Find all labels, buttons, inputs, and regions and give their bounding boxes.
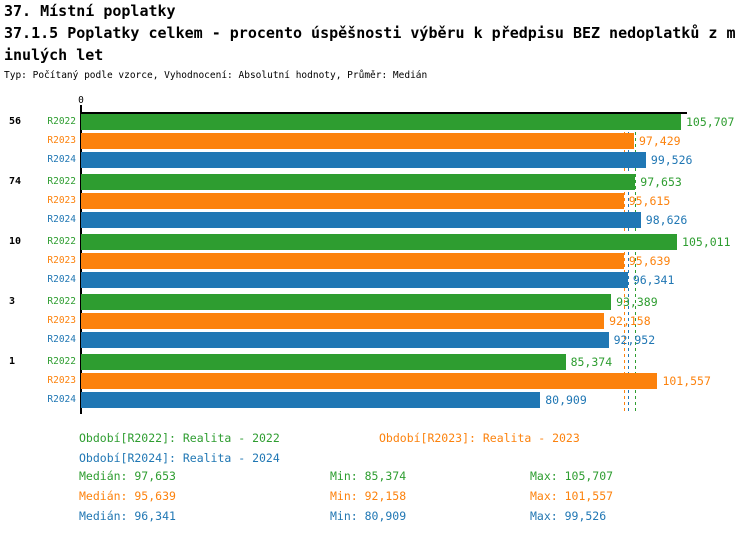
bar-row-label-r2024-74: R2024 (47, 214, 76, 225)
x-axis-zero-label: 0 (78, 95, 84, 106)
group-label-56: 56 (9, 116, 22, 127)
bar-r2023-1 (81, 373, 658, 389)
bar-row-label-r2022-56: R2022 (47, 116, 76, 127)
group-label-3: 3 (9, 296, 16, 307)
bar-row-label-r2022-74: R2022 (47, 176, 76, 187)
median-line-r2024 (627, 114, 629, 414)
report-meta: Typ: Počítaný podle vzorce, Vyhodnocení:… (4, 70, 428, 81)
bar-row-label-r2024-3: R2024 (47, 334, 76, 345)
report-title: 37. Místní poplatky (4, 2, 176, 20)
bar-row-label-r2024-56: R2024 (47, 154, 76, 165)
bar-row-label-r2023-3: R2023 (47, 315, 76, 326)
bar-r2023-3 (81, 313, 605, 329)
bar-r2022-3 (81, 294, 612, 310)
stat-median-r2024: Medián: 96,341 (79, 509, 176, 523)
bar-row-label-r2023-1: R2023 (47, 375, 76, 386)
bar-value-label-r2023-56: 97,429 (639, 134, 681, 148)
bar-r2022-56 (81, 114, 681, 130)
bar-r2024-74 (81, 212, 641, 228)
legend-item-r2023: Období[R2023]: Realita - 2023 (379, 431, 580, 445)
bar-row-label-r2022-10: R2022 (47, 236, 76, 247)
bar-value-label-r2022-10: 105,011 (682, 235, 731, 249)
bar-value-label-r2022-74: 97,653 (640, 175, 682, 189)
bar-row-label-r2024-1: R2024 (47, 394, 76, 405)
legend-item-r2022: Období[R2022]: Realita - 2022 (79, 431, 280, 445)
bar-r2023-56 (81, 133, 634, 149)
median-line-r2022 (635, 114, 637, 414)
bar-r2023-10 (81, 253, 624, 269)
legend-item-r2024: Období[R2024]: Realita - 2024 (79, 451, 280, 465)
bar-row-label-r2022-3: R2022 (47, 296, 76, 307)
stat-min-r2024: Min: 80,909 (330, 509, 407, 523)
bar-chart: 0 56 R2022 105,707 R2023 97,429 R2024 99,526 74… (9, 95, 735, 414)
group-label-10: 10 (9, 236, 22, 247)
bar-r2022-10 (81, 234, 678, 250)
stat-min-r2022: Min: 85,374 (330, 469, 407, 483)
bar-row-label-r2024-10: R2024 (47, 274, 76, 285)
stat-max-r2022: Max: 105,707 (530, 469, 614, 483)
bar-r2024-3 (81, 332, 609, 348)
stat-median-r2023: Medián: 95,639 (79, 489, 176, 503)
bar-r2022-1 (81, 354, 566, 370)
stat-max-r2023: Max: 101,557 (530, 489, 614, 503)
bar-value-label-r2024-56: 99,526 (650, 153, 693, 167)
bar-value-label-r2024-74: 98,626 (645, 213, 688, 227)
bar-value-label-r2023-74: 95,615 (628, 194, 671, 208)
stat-min-r2023: Min: 92,158 (330, 489, 407, 503)
bar-value-label-r2022-3: 93,389 (616, 295, 658, 309)
report-subtitle-line1: 37.1.5 Poplatky celkem - procento úspěšn… (4, 24, 736, 42)
bar-r2024-10 (81, 272, 628, 288)
bar-row-label-r2022-1: R2022 (47, 356, 76, 367)
group-label-74: 74 (9, 176, 22, 187)
bar-r2024-56 (81, 152, 646, 168)
bar-value-label-r2023-3: 92,158 (609, 314, 651, 328)
bar-value-label-r2022-56: 105,707 (686, 115, 735, 129)
report-subtitle-line2: inulých let (4, 46, 104, 64)
bar-value-label-r2024-3: 92,952 (613, 333, 656, 347)
report-header: 37. Místní poplatky 37.1.5 Poplatky celk… (4, 0, 736, 83)
x-axis-tick (80, 105, 82, 112)
stat-max-r2024: Max: 99,526 (530, 509, 607, 523)
bar-row-label-r2023-56: R2023 (47, 135, 76, 146)
median-line-r2023 (623, 114, 625, 414)
bar-value-label-r2022-1: 85,374 (570, 355, 613, 369)
bar-value-label-r2023-10: 95,639 (628, 254, 671, 268)
bar-r2024-1 (81, 392, 541, 408)
stat-median-r2022: Medián: 97,653 (79, 469, 176, 483)
group-label-1: 1 (9, 356, 16, 367)
bar-r2023-74 (81, 193, 624, 209)
bar-value-label-r2024-10: 96,341 (632, 273, 675, 287)
bar-row-label-r2023-10: R2023 (47, 255, 76, 266)
bar-r2022-74 (81, 174, 636, 190)
bar-value-label-r2023-1: 101,557 (662, 374, 711, 388)
bar-value-label-r2024-1: 80,909 (545, 393, 587, 407)
bar-row-label-r2023-74: R2023 (47, 195, 76, 206)
chart-top-border (81, 112, 687, 114)
